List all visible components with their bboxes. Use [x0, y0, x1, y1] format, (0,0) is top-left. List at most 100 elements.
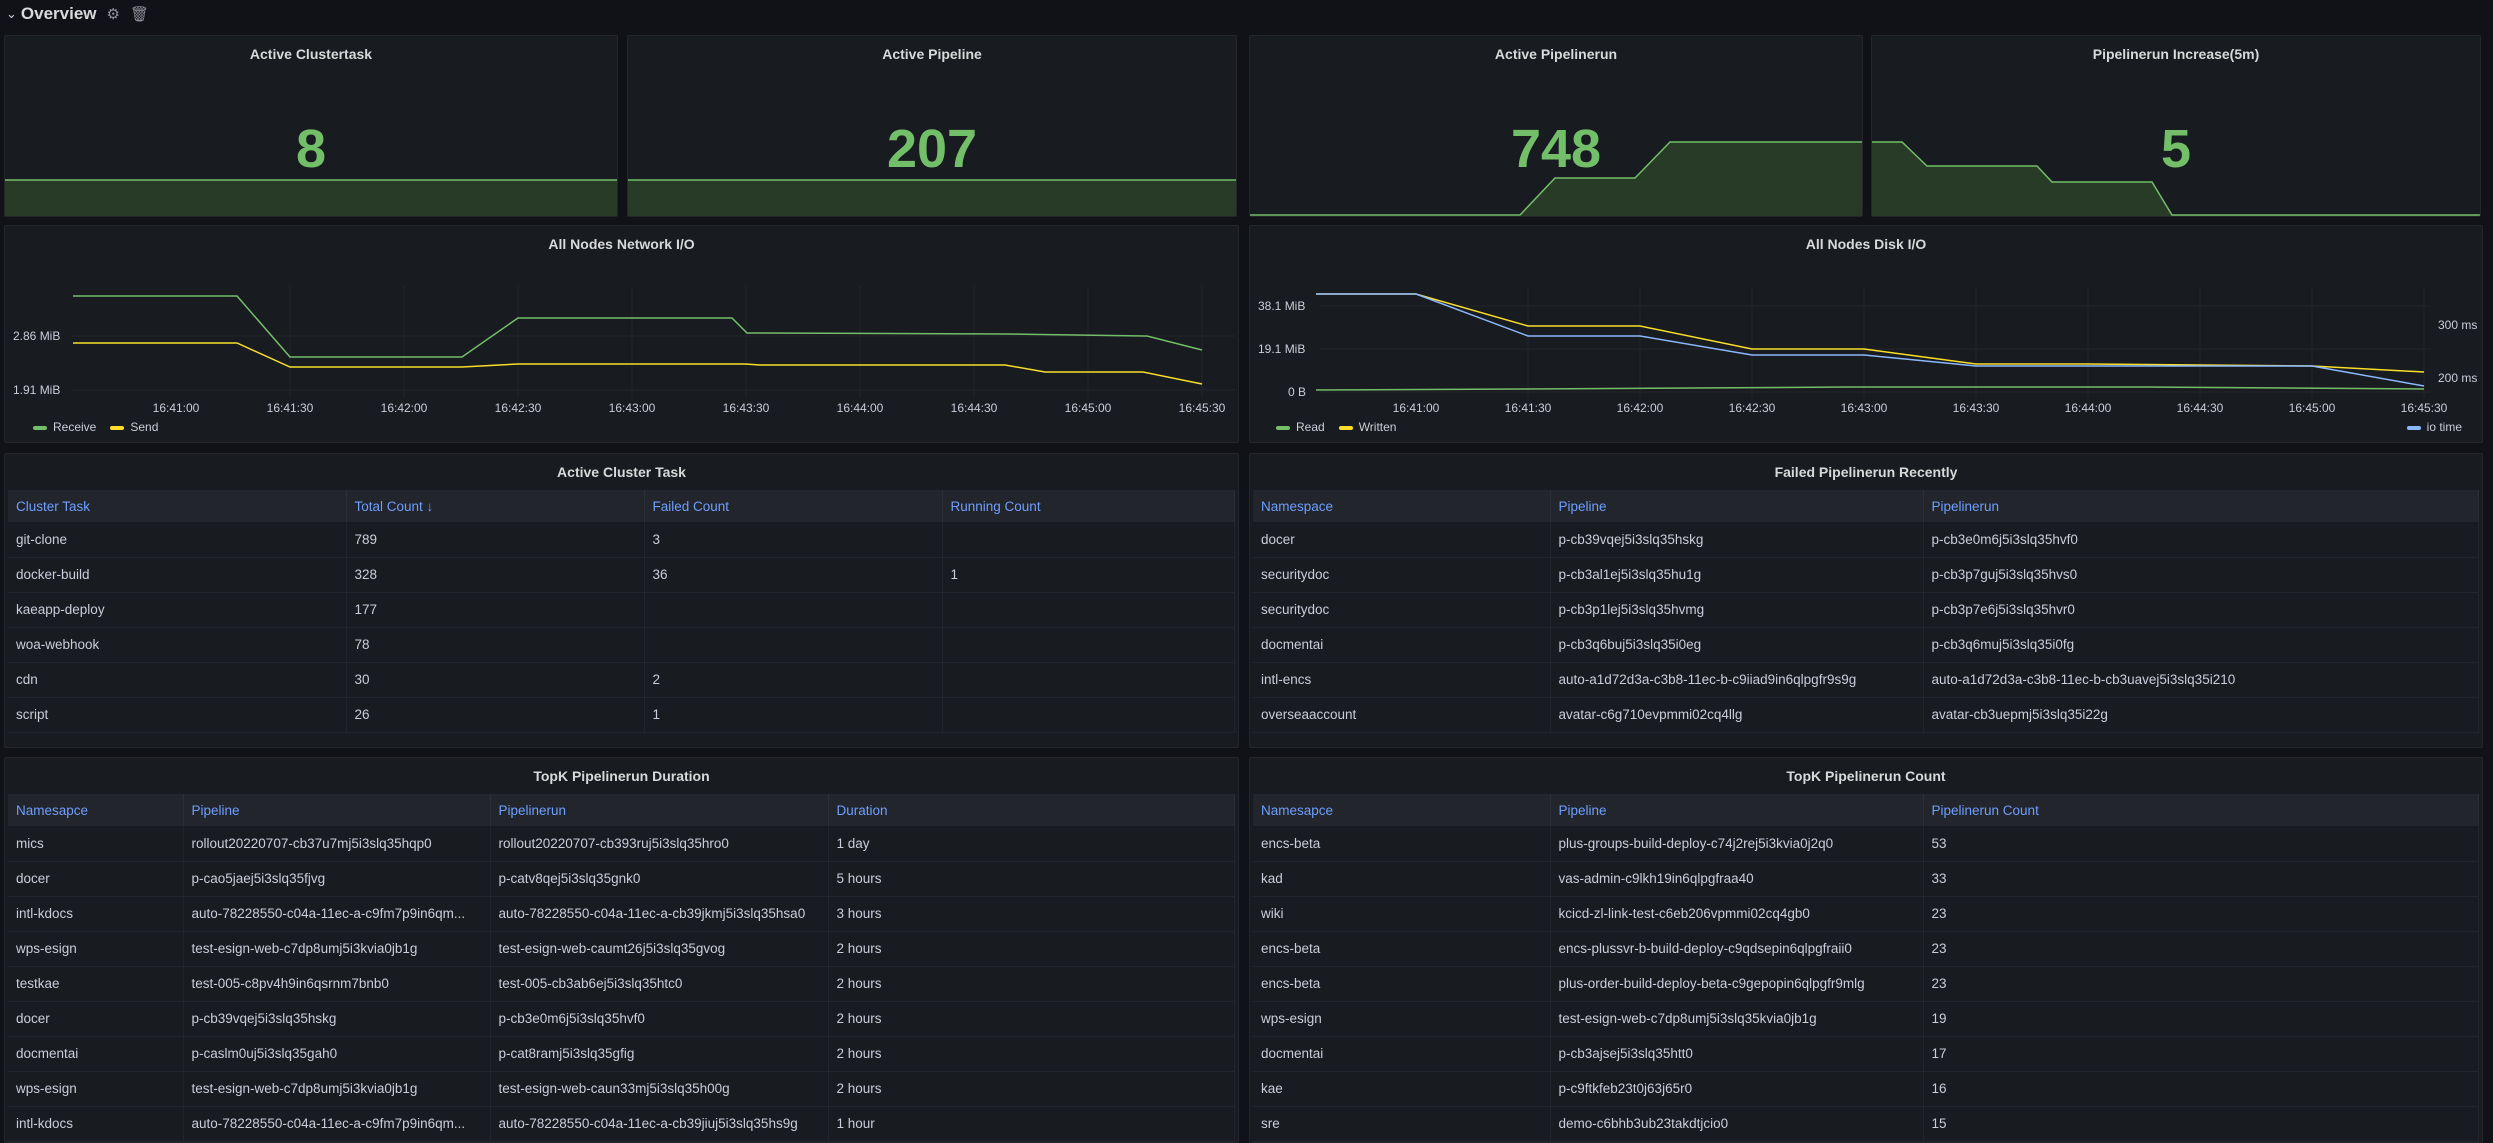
table-row[interactable]: wps-esign test-esign-web-c7dp8umj5i3kvia0…	[8, 1071, 1235, 1107]
column-header-duration[interactable]: Duration	[828, 794, 1235, 826]
legend-item-read[interactable]: Read	[1276, 420, 1325, 434]
table-row[interactable]: cdn 30 2	[8, 662, 1235, 698]
legend-item-receive[interactable]: Receive	[33, 420, 96, 434]
column-header-running-count[interactable]: Running Count	[942, 490, 1235, 522]
topk-duration-panel[interactable]: TopK Pipelinerun Duration Namesapce Pipe…	[4, 757, 1239, 1143]
x-tick: 16:45:00	[2289, 401, 2336, 415]
table-cell: p-catv8qej5i3slq35gnk0	[490, 861, 829, 897]
panel-title: TopK Pipelinerun Duration	[533, 768, 710, 784]
disk-io-panel[interactable]: All Nodes Disk I/O 38.1 MiB 19.1 MiB 0 B…	[1249, 225, 2483, 443]
legend-item-send[interactable]: Send	[110, 420, 158, 434]
table-row[interactable]: woa-webhook 78	[8, 627, 1235, 663]
table-cell: encs-plussvr-b-build-deploy-c9qdsepin6ql…	[1550, 931, 1924, 967]
legend-item-written[interactable]: Written	[1338, 420, 1396, 434]
table-row[interactable]: mics rollout20220707-cb37u7mj5i3slq35hqp0…	[8, 826, 1235, 862]
table-cell: kaeapp-deploy	[8, 592, 347, 628]
column-header-namespace[interactable]: Namesapce	[1253, 794, 1551, 826]
stat-panel-active-pipeline[interactable]: Active Pipeline 207	[627, 35, 1237, 217]
table-cell: test-005-cb3ab6ej5i3slq35htc0	[490, 966, 829, 1002]
network-io-panel[interactable]: All Nodes Network I/O 2.86 MiB 1.91 MiB …	[4, 225, 1239, 443]
table-cell: 15	[1923, 1106, 2479, 1142]
table-cell: 17	[1923, 1036, 2479, 1072]
table-cell: test-005-c8pv4h9in6qsrnm7bnb0	[183, 966, 491, 1002]
table-row[interactable]: wps-esign test-esign-web-c7dp8umj5i3kvia0…	[8, 931, 1235, 967]
table-cell	[942, 592, 1235, 628]
table-row[interactable]: intl-encs auto-a1d72d3a-c3b8-11ec-b-c9iia…	[1253, 662, 2479, 698]
table-cell	[644, 592, 943, 628]
table-row[interactable]: overseaaccount avatar-c6g710evpmmi02cq4ll…	[1253, 697, 2479, 733]
table-cell: p-cb3p7guj5i3slq35hvs0	[1923, 557, 2479, 593]
table-row[interactable]: script 26 1	[8, 697, 1235, 733]
table-cell: p-cb3ajsej5i3slq35htt0	[1550, 1036, 1924, 1072]
x-tick: 16:41:00	[153, 401, 200, 415]
y2-tick: 300 ms	[2438, 318, 2477, 332]
table-cell: avatar-cb3uepmj5i3slq35i22g	[1923, 697, 2479, 733]
table-row[interactable]: docer p-cao5jaej5i3slq35fjvg p-catv8qej5i3…	[8, 861, 1235, 897]
table-row[interactable]: git-clone 789 3	[8, 522, 1235, 558]
table-row[interactable]: intl-kdocs auto-78228550-c04a-11ec-a-c9fm…	[8, 1106, 1235, 1142]
table-row[interactable]: testkae test-005-c8pv4h9in6qsrnm7bnb0 test…	[8, 966, 1235, 1002]
column-header-total-count[interactable]: Total Count ↓	[346, 490, 645, 522]
table-row[interactable]: kae p-c9ftkfeb23t0j63j65r0 16	[1253, 1071, 2479, 1107]
legend-item-io-time[interactable]: io time	[2406, 420, 2462, 434]
table-cell: 16	[1923, 1071, 2479, 1107]
table-row[interactable]: securitydoc p-cb3p1lej5i3slq35hvmg p-cb3p7…	[1253, 592, 2479, 628]
stat-panel-active-clustertask[interactable]: Active Clustertask 8	[4, 35, 618, 217]
stat-value: 207	[886, 119, 978, 179]
column-header-pipelinerun[interactable]: Pipelinerun	[490, 794, 829, 826]
table-cell: wps-esign	[1253, 1001, 1551, 1037]
column-header-pipeline[interactable]: Pipeline	[183, 794, 491, 826]
gear-icon[interactable]: ⚙	[106, 6, 120, 23]
x-tick: 16:41:30	[267, 401, 314, 415]
table-row[interactable]: encs-beta plus-groups-build-deploy-c74j2r…	[1253, 826, 2479, 862]
table-cell: securitydoc	[1253, 557, 1551, 593]
table-row[interactable]: intl-kdocs auto-78228550-c04a-11ec-a-c9fm…	[8, 896, 1235, 932]
table-row[interactable]: wiki kcicd-zl-link-test-c6eb206vpmmi02cq4…	[1253, 896, 2479, 932]
table-cell: kad	[1253, 861, 1551, 897]
column-header-namespace[interactable]: Namesapce	[8, 794, 184, 826]
table-cell: 26	[346, 697, 645, 733]
column-header-pipelinerun[interactable]: Pipelinerun	[1923, 490, 2479, 522]
table-cell: p-cao5jaej5i3slq35fjvg	[183, 861, 491, 897]
table-row[interactable]: kad vas-admin-c9lkh19in6qlpgfraa40 33	[1253, 861, 2479, 897]
column-header-namespace[interactable]: Namespace	[1253, 490, 1551, 522]
table-header-row: Cluster Task Total Count ↓ Failed Count …	[8, 490, 1235, 522]
table-row[interactable]: docer p-cb39vqej5i3slq35hskg p-cb3e0m6j5i3…	[8, 1001, 1235, 1037]
table-row[interactable]: securitydoc p-cb3al1ej5i3slq35hu1g p-cb3p7…	[1253, 557, 2479, 593]
table-row[interactable]: docer p-cb39vqej5i3slq35hskg p-cb3e0m6j5i3…	[1253, 522, 2479, 558]
x-tick: 16:41:00	[1393, 401, 1440, 415]
active-cluster-task-panel[interactable]: Active Cluster Task Cluster Task Total C…	[4, 453, 1239, 748]
table-row[interactable]: encs-beta plus-order-build-deploy-beta-c9…	[1253, 966, 2479, 1002]
table-row[interactable]: wps-esign test-esign-web-c7dp8umj5i3slq35…	[1253, 1001, 2479, 1037]
table-cell: 2	[644, 662, 943, 698]
failed-pipelinerun-panel[interactable]: Failed Pipelinerun Recently Namespace Pi…	[1249, 453, 2483, 748]
trash-icon[interactable]: 🗑	[129, 6, 150, 23]
disk-io-chart: 38.1 MiB 19.1 MiB 0 B 300 ms 200 ms 16:4…	[1258, 286, 2477, 415]
x-tick: 16:43:30	[723, 401, 770, 415]
column-header-pipeline[interactable]: Pipeline	[1550, 794, 1924, 826]
table-cell: 23	[1923, 931, 2479, 967]
column-header-cluster-task[interactable]: Cluster Task	[8, 490, 347, 522]
table-cell: p-cb3al1ej5i3slq35hu1g	[1550, 557, 1924, 593]
table-row[interactable]: sre demo-c6bhb3ub23takdtjcio0 15	[1253, 1106, 2479, 1142]
table-row[interactable]: docmentai p-cb3q6buj5i3slq35i0eg p-cb3q6mu…	[1253, 627, 2479, 663]
table-row[interactable]: docmentai p-caslm0uj5i3slq35gah0 p-cat8ram…	[8, 1036, 1235, 1072]
table-row[interactable]: docmentai p-cb3ajsej5i3slq35htt0 17	[1253, 1036, 2479, 1072]
stat-panel-active-pipelinerun[interactable]: Active Pipelinerun 748	[1249, 35, 1863, 217]
column-header-pipeline[interactable]: Pipeline	[1550, 490, 1924, 522]
chevron-down-icon[interactable]: ⌄	[6, 6, 17, 21]
row-title[interactable]: Overview	[20, 4, 97, 23]
send-series	[73, 342, 1203, 385]
sparkline	[1872, 141, 2480, 216]
table-row[interactable]: kaeapp-deploy 177	[8, 592, 1235, 628]
column-header-pipelinerun-count[interactable]: Pipelinerun Count	[1923, 794, 2479, 826]
table-cell: 19	[1923, 1001, 2479, 1037]
table-row[interactable]: encs-beta encs-plussvr-b-build-deploy-c9q…	[1253, 931, 2479, 967]
stat-panel-pipelinerun-increase[interactable]: Pipelinerun Increase(5m) 5	[1871, 35, 2481, 217]
table-row[interactable]: docker-build 328 36 1	[8, 557, 1235, 593]
column-header-failed-count[interactable]: Failed Count	[644, 490, 943, 522]
network-io-chart: 2.86 MiB 1.91 MiB 16:41:00 16:41:30 16:4…	[13, 286, 1235, 415]
topk-count-panel[interactable]: TopK Pipelinerun Count Namesapce Pipelin…	[1249, 757, 2483, 1143]
sparkline	[628, 179, 1236, 216]
x-tick: 16:44:00	[2065, 401, 2112, 415]
